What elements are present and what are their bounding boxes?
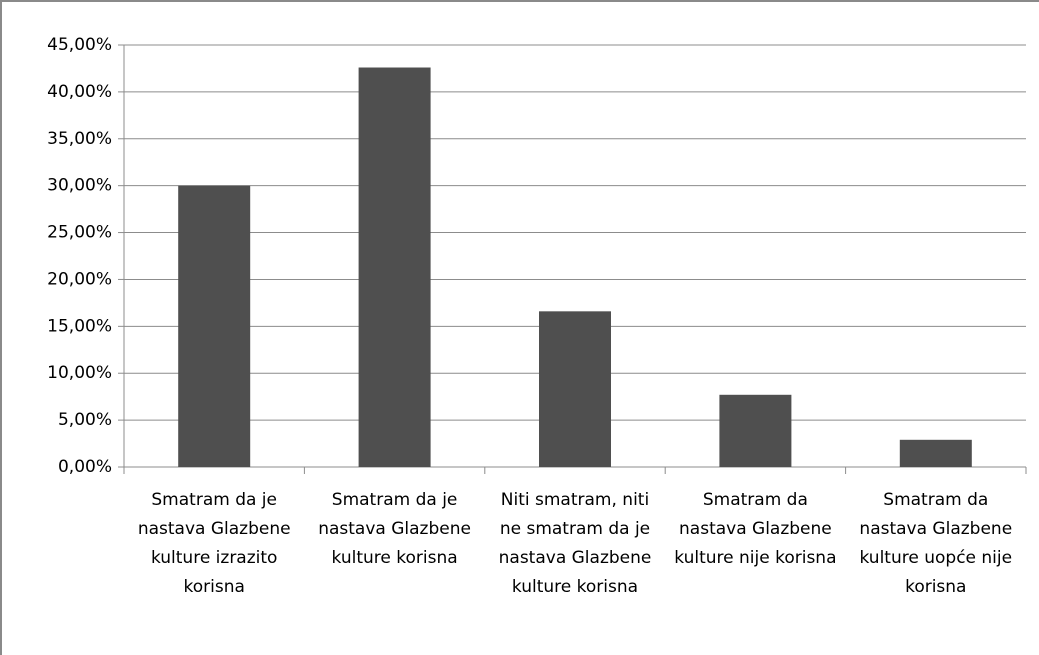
bar <box>178 185 251 467</box>
y-tick-label: 40,00% <box>47 82 112 102</box>
bar <box>719 394 792 467</box>
y-tick-label: 25,00% <box>47 223 112 243</box>
x-tick-label: Smatram da je nastava Glazbene kulture k… <box>318 490 471 568</box>
y-tick-label: 20,00% <box>47 269 112 289</box>
bar <box>899 439 972 467</box>
y-tick-label: 45,00% <box>47 35 112 55</box>
y-tick-label: 0,00% <box>58 457 112 477</box>
bar <box>358 67 431 468</box>
y-tick-label: 5,00% <box>58 410 112 430</box>
x-tick-label: Niti smatram, niti ne smatram da je nast… <box>498 490 652 597</box>
x-tick-label: Smatram da nastava Glazbene kulture nije… <box>674 490 837 568</box>
y-tick-label: 10,00% <box>47 363 112 383</box>
x-tick-label: Smatram da je nastava Glazbene kulture i… <box>137 490 291 597</box>
bar <box>539 311 611 467</box>
x-tick-label: Smatram da nastava Glazbene kulture uopć… <box>859 490 1013 597</box>
y-tick-label: 30,00% <box>47 176 112 196</box>
y-tick-label: 15,00% <box>47 316 112 336</box>
y-tick-label: 35,00% <box>47 129 112 149</box>
